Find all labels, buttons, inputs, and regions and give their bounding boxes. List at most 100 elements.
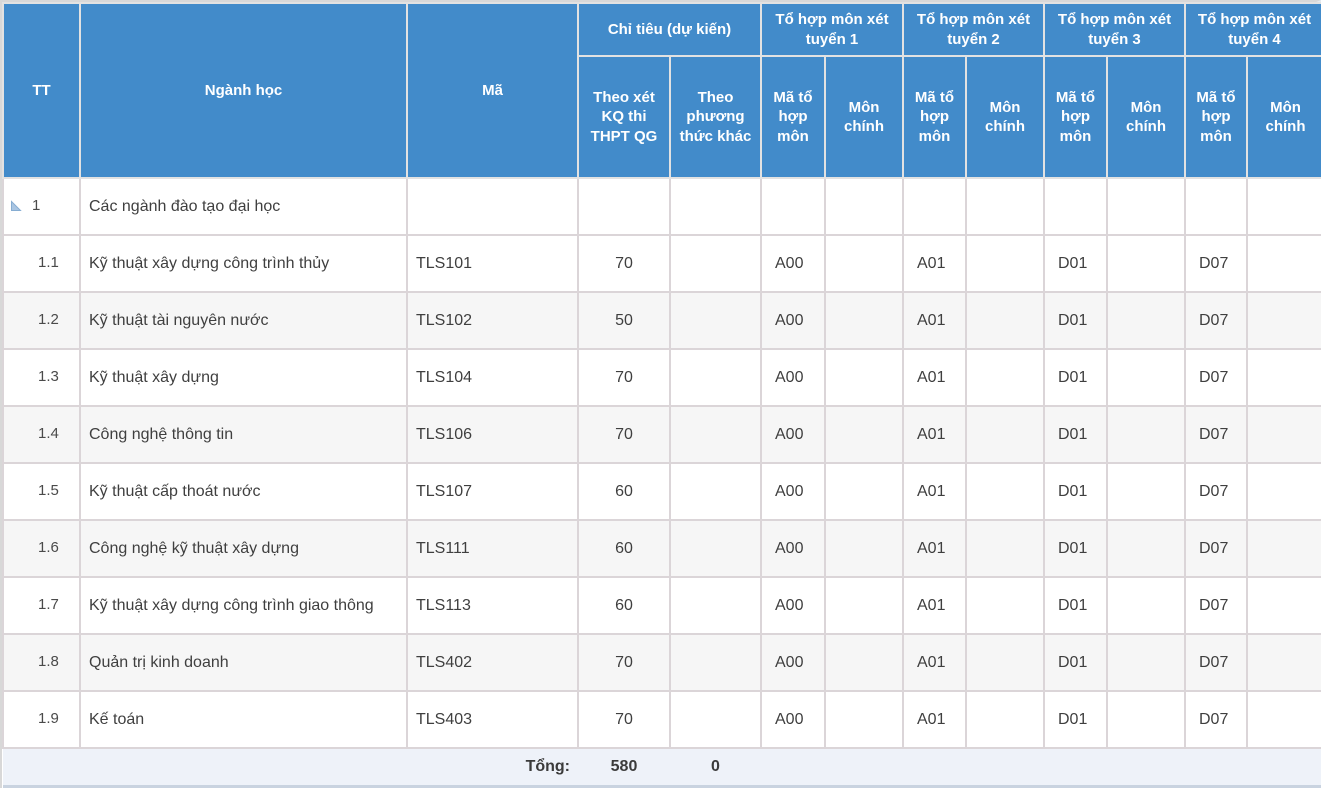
cell-main-subject-3[interactable] bbox=[1106, 177, 1186, 236]
cell-quota-thpt[interactable]: 70 bbox=[577, 234, 671, 293]
cell-combo-1[interactable]: A00 bbox=[760, 462, 826, 521]
cell-main-subject-4[interactable] bbox=[1246, 633, 1321, 692]
cell-quota-khac[interactable] bbox=[669, 177, 762, 236]
cell-combo-3[interactable]: D01 bbox=[1043, 576, 1108, 635]
cell-combo-1[interactable]: A00 bbox=[760, 348, 826, 407]
cell-main-subject-1[interactable] bbox=[824, 177, 904, 236]
table-row[interactable]: 1.9 Kế toán TLS403 70 A00 A01 D01 D07 bbox=[2, 690, 1321, 749]
cell-main-subject-4[interactable] bbox=[1246, 234, 1321, 293]
cell-main-subject-4[interactable] bbox=[1246, 405, 1321, 464]
cell-quota-thpt[interactable] bbox=[577, 177, 671, 236]
cell-main-subject-3[interactable] bbox=[1106, 519, 1186, 578]
cell-tt[interactable]: 1 bbox=[2, 177, 81, 236]
cell-nganh-hoc[interactable]: Kỹ thuật tài nguyên nước bbox=[79, 291, 408, 350]
cell-main-subject-1[interactable] bbox=[824, 690, 904, 749]
cell-combo-2[interactable]: A01 bbox=[902, 234, 967, 293]
cell-main-subject-2[interactable] bbox=[965, 576, 1045, 635]
cell-tt[interactable]: 1.2 bbox=[2, 291, 81, 350]
cell-combo-1[interactable]: A00 bbox=[760, 633, 826, 692]
cell-quota-khac[interactable] bbox=[669, 291, 762, 350]
cell-combo-3[interactable]: D01 bbox=[1043, 348, 1108, 407]
cell-combo-3[interactable]: D01 bbox=[1043, 291, 1108, 350]
cell-nganh-hoc[interactable]: Kế toán bbox=[79, 690, 408, 749]
cell-combo-3[interactable]: D01 bbox=[1043, 519, 1108, 578]
cell-quota-khac[interactable] bbox=[669, 405, 762, 464]
group-row[interactable]: 1 Các ngành đào tạo đại học bbox=[2, 177, 1321, 236]
cell-main-subject-2[interactable] bbox=[965, 405, 1045, 464]
cell-combo-1[interactable]: A00 bbox=[760, 576, 826, 635]
cell-combo-3[interactable]: D01 bbox=[1043, 234, 1108, 293]
table-row[interactable]: 1.8 Quản trị kinh doanh TLS402 70 A00 A01 D01 D… bbox=[2, 633, 1321, 692]
cell-nganh-hoc[interactable]: Các ngành đào tạo đại học bbox=[79, 177, 408, 236]
cell-combo-1[interactable]: A00 bbox=[760, 234, 826, 293]
cell-main-subject-3[interactable] bbox=[1106, 462, 1186, 521]
cell-main-subject-4[interactable] bbox=[1246, 690, 1321, 749]
cell-nganh-hoc[interactable]: Công nghệ thông tin bbox=[79, 405, 408, 464]
cell-quota-thpt[interactable]: 70 bbox=[577, 348, 671, 407]
cell-combo-4[interactable]: D07 bbox=[1184, 519, 1248, 578]
cell-nganh-hoc[interactable]: Kỹ thuật xây dựng bbox=[79, 348, 408, 407]
cell-main-subject-1[interactable] bbox=[824, 576, 904, 635]
cell-combo-4[interactable]: D07 bbox=[1184, 234, 1248, 293]
cell-quota-thpt[interactable]: 70 bbox=[577, 690, 671, 749]
cell-main-subject-4[interactable] bbox=[1246, 462, 1321, 521]
cell-main-subject-2[interactable] bbox=[965, 633, 1045, 692]
cell-ma[interactable]: TLS107 bbox=[406, 462, 579, 521]
cell-tt[interactable]: 1.9 bbox=[2, 690, 81, 749]
cell-combo-3[interactable]: D01 bbox=[1043, 405, 1108, 464]
cell-combo-4[interactable]: D07 bbox=[1184, 291, 1248, 350]
cell-combo-3[interactable]: D01 bbox=[1043, 462, 1108, 521]
cell-main-subject-4[interactable] bbox=[1246, 519, 1321, 578]
cell-ma[interactable]: TLS106 bbox=[406, 405, 579, 464]
table-row[interactable]: 1.1 Kỹ thuật xây dựng công trình thủy TLS1… bbox=[2, 234, 1321, 293]
cell-main-subject-2[interactable] bbox=[965, 291, 1045, 350]
table-row[interactable]: 1.2 Kỹ thuật tài nguyên nước TLS102 50 A00 A0… bbox=[2, 291, 1321, 350]
cell-ma[interactable] bbox=[406, 177, 579, 236]
table-row[interactable]: 1.5 Kỹ thuật cấp thoát nước TLS107 60 A00 A01… bbox=[2, 462, 1321, 521]
cell-main-subject-3[interactable] bbox=[1106, 690, 1186, 749]
cell-quota-thpt[interactable]: 60 bbox=[577, 576, 671, 635]
cell-combo-2[interactable]: A01 bbox=[902, 405, 967, 464]
cell-quota-khac[interactable] bbox=[669, 690, 762, 749]
cell-main-subject-1[interactable] bbox=[824, 405, 904, 464]
cell-nganh-hoc[interactable]: Công nghệ kỹ thuật xây dựng bbox=[79, 519, 408, 578]
cell-tt[interactable]: 1.3 bbox=[2, 348, 81, 407]
cell-quota-khac[interactable] bbox=[669, 234, 762, 293]
cell-combo-3[interactable] bbox=[1043, 177, 1108, 236]
cell-main-subject-1[interactable] bbox=[824, 348, 904, 407]
cell-tt[interactable]: 1.8 bbox=[2, 633, 81, 692]
cell-main-subject-4[interactable] bbox=[1246, 177, 1321, 236]
cell-main-subject-1[interactable] bbox=[824, 519, 904, 578]
cell-main-subject-3[interactable] bbox=[1106, 348, 1186, 407]
cell-combo-4[interactable]: D07 bbox=[1184, 462, 1248, 521]
cell-quota-khac[interactable] bbox=[669, 576, 762, 635]
cell-combo-4[interactable]: D07 bbox=[1184, 633, 1248, 692]
cell-combo-2[interactable]: A01 bbox=[902, 348, 967, 407]
cell-main-subject-4[interactable] bbox=[1246, 348, 1321, 407]
cell-main-subject-3[interactable] bbox=[1106, 234, 1186, 293]
cell-main-subject-1[interactable] bbox=[824, 234, 904, 293]
cell-quota-khac[interactable] bbox=[669, 462, 762, 521]
cell-quota-khac[interactable] bbox=[669, 633, 762, 692]
table-row[interactable]: 1.3 Kỹ thuật xây dựng TLS104 70 A00 A01 D01 D07 bbox=[2, 348, 1321, 407]
cell-main-subject-2[interactable] bbox=[965, 519, 1045, 578]
cell-main-subject-1[interactable] bbox=[824, 633, 904, 692]
cell-combo-4[interactable]: D07 bbox=[1184, 405, 1248, 464]
table-row[interactable]: 1.7 Kỹ thuật xây dựng công trình giao thô… bbox=[2, 576, 1321, 635]
cell-ma[interactable]: TLS113 bbox=[406, 576, 579, 635]
cell-combo-4[interactable]: D07 bbox=[1184, 690, 1248, 749]
cell-main-subject-2[interactable] bbox=[965, 462, 1045, 521]
cell-quota-thpt[interactable]: 50 bbox=[577, 291, 671, 350]
cell-quota-khac[interactable] bbox=[669, 519, 762, 578]
cell-quota-thpt[interactable]: 70 bbox=[577, 405, 671, 464]
cell-tt[interactable]: 1.1 bbox=[2, 234, 81, 293]
cell-main-subject-4[interactable] bbox=[1246, 576, 1321, 635]
cell-nganh-hoc[interactable]: Quản trị kinh doanh bbox=[79, 633, 408, 692]
cell-tt[interactable]: 1.5 bbox=[2, 462, 81, 521]
cell-combo-2[interactable]: A01 bbox=[902, 576, 967, 635]
cell-quota-khac[interactable] bbox=[669, 348, 762, 407]
cell-tt[interactable]: 1.7 bbox=[2, 576, 81, 635]
cell-tt[interactable]: 1.4 bbox=[2, 405, 81, 464]
cell-main-subject-2[interactable] bbox=[965, 348, 1045, 407]
cell-combo-2[interactable] bbox=[902, 177, 967, 236]
